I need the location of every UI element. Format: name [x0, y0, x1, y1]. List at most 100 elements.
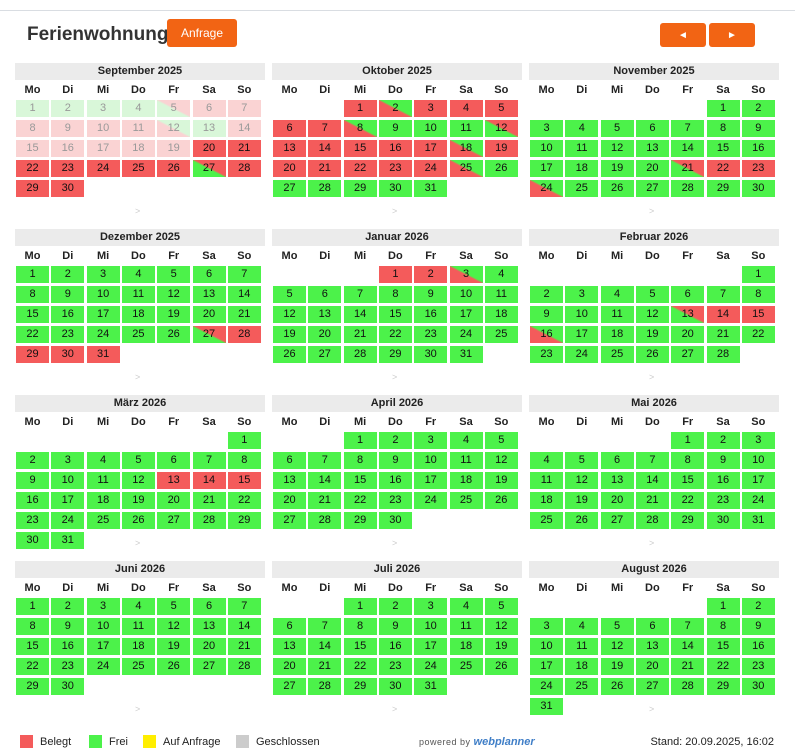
calendar-day[interactable]: 22	[16, 160, 49, 177]
calendar-day[interactable]: 6	[273, 618, 306, 635]
calendar-day[interactable]: 27	[192, 160, 226, 177]
calendar-day[interactable]: 27	[157, 512, 191, 529]
calendar-day[interactable]: 24	[449, 326, 483, 343]
calendar-day[interactable]: 12	[121, 472, 155, 489]
calendar-day[interactable]: 26	[121, 512, 155, 529]
calendar-day[interactable]: 19	[484, 140, 518, 157]
calendar-day[interactable]: 24	[51, 512, 85, 529]
calendar-day[interactable]: 6	[273, 120, 306, 137]
calendar-day[interactable]: 25	[484, 326, 518, 343]
calendar-day[interactable]: 17	[449, 306, 483, 323]
calendar-day[interactable]: 9	[378, 618, 412, 635]
calendar-day[interactable]: 28	[671, 180, 705, 197]
calendar-day[interactable]: 13	[308, 306, 342, 323]
calendar-day[interactable]: 1	[378, 266, 412, 283]
calendar-day[interactable]: 9	[51, 120, 85, 137]
calendar-day[interactable]: 3	[449, 266, 483, 283]
calendar-day[interactable]: 11	[530, 472, 563, 489]
calendar-day[interactable]: 3	[414, 598, 448, 615]
calendar-day[interactable]: 5	[484, 598, 518, 615]
calendar-day[interactable]: 26	[157, 326, 191, 343]
calendar-day[interactable]: 4	[565, 120, 599, 137]
calendar-day[interactable]: 18	[484, 306, 518, 323]
calendar-day[interactable]: 22	[343, 658, 377, 675]
calendar-day[interactable]: 6	[671, 286, 705, 303]
calendar-day[interactable]: 2	[530, 286, 563, 303]
calendar-day[interactable]: 6	[192, 266, 226, 283]
calendar-day[interactable]: 22	[343, 160, 377, 177]
calendar-day[interactable]: 16	[741, 638, 775, 655]
calendar-day[interactable]: 30	[741, 180, 775, 197]
calendar-day[interactable]: 16	[378, 140, 412, 157]
calendar-day[interactable]: 15	[378, 306, 412, 323]
calendar-day[interactable]: 11	[484, 286, 518, 303]
calendar-day[interactable]: 9	[530, 306, 563, 323]
calendar-day[interactable]: 18	[121, 306, 155, 323]
calendar-day[interactable]: 23	[741, 658, 775, 675]
calendar-day[interactable]: 1	[227, 432, 261, 449]
calendar-day[interactable]: 18	[600, 326, 634, 343]
calendar-day[interactable]: 20	[308, 326, 342, 343]
calendar-day[interactable]: 5	[635, 286, 669, 303]
calendar-day[interactable]: 23	[378, 492, 412, 509]
calendar-day[interactable]: 7	[192, 452, 226, 469]
calendar-day[interactable]: 5	[484, 432, 518, 449]
calendar-day[interactable]: 11	[121, 120, 155, 137]
calendar-day[interactable]: 22	[343, 492, 377, 509]
calendar-day[interactable]: 31	[414, 180, 448, 197]
calendar-day[interactable]: 9	[51, 618, 85, 635]
calendar-day[interactable]: 7	[671, 120, 705, 137]
calendar-day[interactable]: 10	[86, 120, 120, 137]
calendar-day[interactable]: 10	[530, 638, 563, 655]
calendar-day[interactable]: 21	[227, 140, 261, 157]
calendar-day[interactable]: 3	[414, 432, 448, 449]
calendar-day[interactable]: 2	[706, 432, 740, 449]
calendar-day[interactable]: 20	[671, 326, 705, 343]
calendar-day[interactable]: 5	[157, 598, 191, 615]
calendar-day[interactable]: 28	[706, 346, 740, 363]
calendar-day[interactable]: 21	[706, 326, 740, 343]
calendar-day[interactable]: 9	[706, 452, 740, 469]
calendar-day[interactable]: 25	[449, 492, 483, 509]
calendar-day[interactable]: 11	[449, 618, 483, 635]
calendar-day[interactable]: 28	[192, 512, 226, 529]
calendar-day[interactable]: 23	[51, 658, 85, 675]
calendar-day[interactable]: 8	[16, 618, 49, 635]
calendar-day[interactable]: 4	[600, 286, 634, 303]
calendar-day[interactable]: 30	[51, 180, 85, 197]
calendar-day[interactable]: 21	[308, 492, 342, 509]
calendar-day[interactable]: 23	[530, 346, 563, 363]
calendar-day[interactable]: 14	[343, 306, 377, 323]
calendar-day[interactable]: 16	[378, 472, 412, 489]
calendar-day[interactable]: 30	[16, 532, 49, 549]
calendar-day[interactable]: 29	[16, 346, 49, 363]
calendar-day[interactable]: 24	[530, 180, 563, 197]
calendar-day[interactable]: 7	[227, 100, 261, 117]
calendar-day[interactable]: 19	[600, 160, 634, 177]
calendar-day[interactable]: 19	[635, 326, 669, 343]
calendar-day[interactable]: 16	[51, 638, 85, 655]
calendar-day[interactable]: 25	[121, 160, 155, 177]
calendar-day[interactable]: 7	[308, 120, 342, 137]
calendar-day[interactable]: 6	[192, 598, 226, 615]
calendar-day[interactable]: 3	[86, 266, 120, 283]
calendar-day[interactable]: 4	[449, 598, 483, 615]
calendar-day[interactable]: 1	[706, 598, 740, 615]
calendar-day[interactable]: 26	[635, 346, 669, 363]
calendar-day[interactable]: 28	[308, 678, 342, 695]
calendar-day[interactable]: 3	[530, 120, 563, 137]
calendar-day[interactable]: 2	[741, 100, 775, 117]
calendar-day[interactable]: 27	[308, 346, 342, 363]
calendar-day[interactable]: 6	[192, 100, 226, 117]
calendar-day[interactable]: 17	[565, 326, 599, 343]
calendar-day[interactable]: 16	[741, 140, 775, 157]
calendar-day[interactable]: 17	[414, 140, 448, 157]
calendar-day[interactable]: 29	[343, 180, 377, 197]
calendar-day[interactable]: 5	[157, 100, 191, 117]
calendar-day[interactable]: 8	[343, 452, 377, 469]
calendar-day[interactable]: 27	[273, 180, 306, 197]
calendar-day[interactable]: 15	[227, 472, 261, 489]
calendar-day[interactable]: 13	[157, 472, 191, 489]
calendar-day[interactable]: 1	[343, 598, 377, 615]
calendar-day[interactable]: 13	[635, 638, 669, 655]
